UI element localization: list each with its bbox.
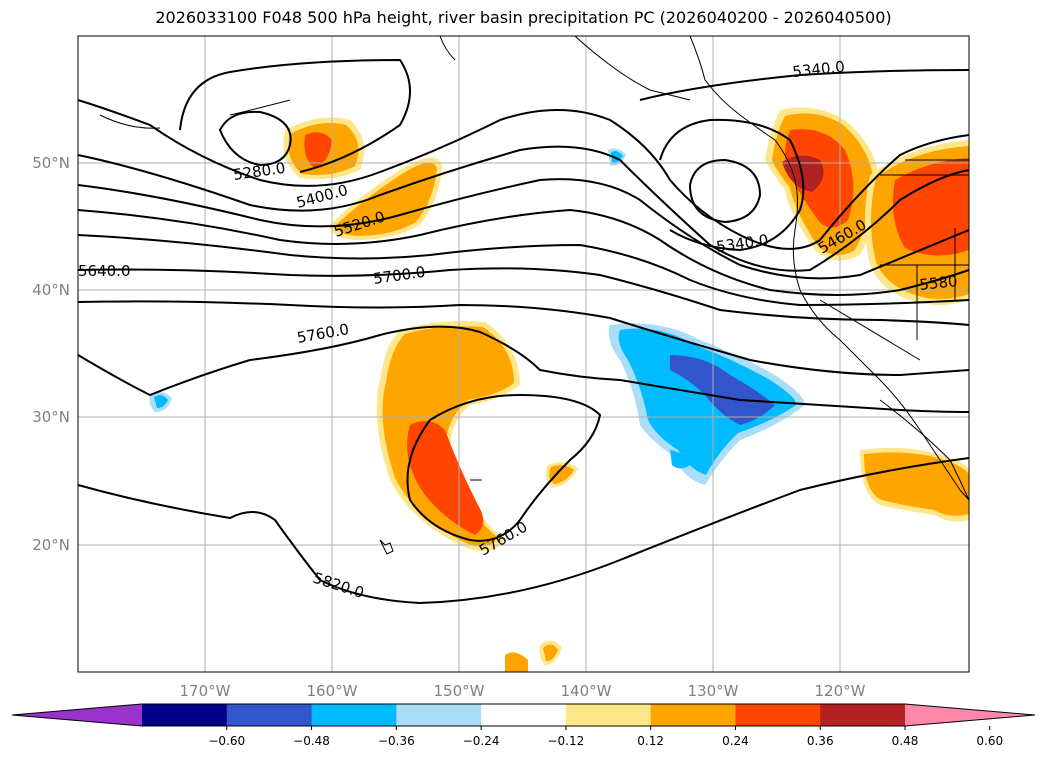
colorbar-outline <box>11 703 1036 727</box>
colorbar-segment <box>481 704 567 726</box>
colorbar: −0.60 −0.48 −0.36 −0.24 −0.12 0.12 0.24 0.36 0.4… <box>11 703 1036 748</box>
contour-5640 <box>77 234 970 307</box>
coastlines <box>99 35 970 555</box>
colorbar-tick-label: −0.24 <box>463 734 500 748</box>
colorbar-extend-low <box>12 704 142 726</box>
colorbar-segment <box>735 704 821 726</box>
red-crescent <box>407 421 484 535</box>
precip-shading <box>149 107 969 672</box>
colorbar-tick-label: −0.36 <box>378 734 415 748</box>
map-frame <box>77 35 970 673</box>
lon-label: 140°W <box>561 682 612 700</box>
colorbar-segment <box>311 704 397 726</box>
lat-label: 20°N <box>32 536 70 554</box>
contour-5340-north <box>639 69 970 101</box>
blue-blob <box>670 355 775 425</box>
colorbar-segment <box>396 704 482 726</box>
colorbar-segment <box>226 704 313 726</box>
red-blob-alaska <box>304 132 332 168</box>
colorbar-extend-high <box>905 704 1035 726</box>
contour-5460 <box>77 145 970 272</box>
colorbar-tick-label: −0.60 <box>208 734 245 748</box>
lat-label: 40°N <box>32 281 70 299</box>
lon-label: 160°W <box>307 682 358 700</box>
colorbar-tick-label: 0.48 <box>892 734 919 748</box>
contour-5580 <box>77 208 970 296</box>
lon-label: 130°W <box>688 682 739 700</box>
colorbar-tick-label: −0.48 <box>293 734 330 748</box>
lon-label: 150°W <box>434 682 485 700</box>
contour-5700 <box>77 267 970 326</box>
contour-5820 <box>77 457 970 605</box>
contour-5340-west <box>179 58 411 173</box>
orange-spot-mid <box>549 465 574 484</box>
colorbar-segment <box>142 704 228 726</box>
contour-5400-east <box>659 118 805 252</box>
orange-crescent <box>382 326 514 547</box>
colorbar-tick-label: 0.12 <box>637 734 664 748</box>
orange-band <box>336 162 437 236</box>
contour-5760-north <box>77 300 970 377</box>
lat-label: 30°N <box>32 408 70 426</box>
contour-label: 5340.0 <box>792 58 846 81</box>
lon-label: 170°W <box>180 682 231 700</box>
colorbar-tick-label: 0.24 <box>722 734 749 748</box>
cyan-blob <box>618 328 797 475</box>
contour-5280-closed <box>218 110 292 167</box>
orange-blob-mexico <box>864 452 969 516</box>
contour-5340-closed <box>688 158 762 224</box>
colorbar-segment <box>820 704 906 726</box>
map-title: 2026033100 F048 500 hPa height, river ba… <box>155 8 892 27</box>
lat-label: 50°N <box>32 154 70 172</box>
colorbar-segment <box>650 704 736 726</box>
cyan-spot-west <box>154 395 168 408</box>
height-contours <box>77 58 970 605</box>
longitude-labels: 170°W 160°W 150°W 140°W 130°W 120°W <box>180 682 866 700</box>
red-blob-interior <box>892 158 969 256</box>
contour-5520 <box>77 178 970 280</box>
colorbar-tick-label: 0.36 <box>807 734 834 748</box>
graticule <box>78 36 969 672</box>
colorbar-tick-label: −0.12 <box>547 734 584 748</box>
lon-label: 120°W <box>815 682 866 700</box>
latitude-labels: 50°N 40°N 30°N 20°N <box>32 154 70 554</box>
orange-spot-south <box>543 644 558 662</box>
contour-5760-south <box>77 325 970 413</box>
colorbar-segment <box>565 704 652 726</box>
contour-label: 5640.0 <box>78 262 131 280</box>
contour-label: 5580 <box>919 272 959 294</box>
contour-5400 <box>77 99 970 250</box>
colorbar-tick-label: 0.60 <box>976 734 1003 748</box>
contour-5760-closed <box>406 393 602 542</box>
